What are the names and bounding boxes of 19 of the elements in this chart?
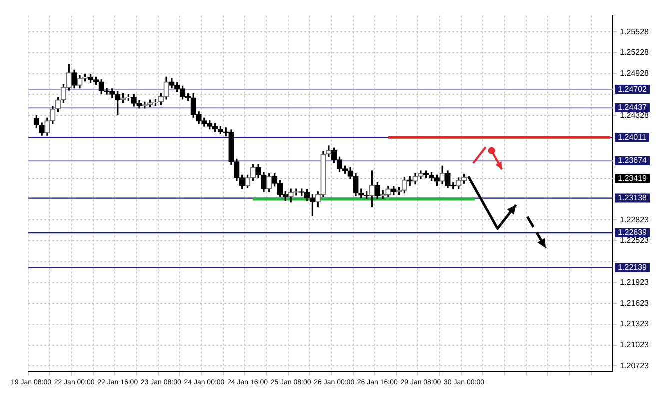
y-tick-label: 1.25528 bbox=[620, 27, 650, 36]
y-tick-label: 1.24328 bbox=[620, 110, 650, 120]
y-tick-label: 1.22523 bbox=[620, 236, 650, 246]
ref-line-label: 1.24437 bbox=[618, 103, 648, 112]
y-tick-label: 1.24928 bbox=[620, 69, 650, 78]
y-tick-label: 1.20723 bbox=[620, 361, 650, 370]
ref-line-label: 1.22139 bbox=[618, 262, 648, 272]
y-tick-label: 1.22823 bbox=[620, 215, 650, 224]
y-tick-label: 1.21323 bbox=[620, 320, 650, 329]
y-tick-label: 1.21023 bbox=[620, 340, 650, 350]
ref-line-label: 1.24702 bbox=[618, 84, 648, 94]
ref-line-label: 1.23138 bbox=[618, 193, 648, 202]
ref-line-label: 1.22639 bbox=[618, 228, 648, 238]
ref-line-label: 1.23674 bbox=[618, 156, 648, 166]
y-tick-label: 1.21923 bbox=[620, 278, 650, 287]
ref-line-label: 1.24011 bbox=[618, 132, 647, 142]
y-tick-label: 1.21623 bbox=[620, 298, 650, 308]
y-tick-label: 1.25228 bbox=[620, 48, 650, 58]
ref-line-label: 1.23419 bbox=[618, 174, 648, 183]
